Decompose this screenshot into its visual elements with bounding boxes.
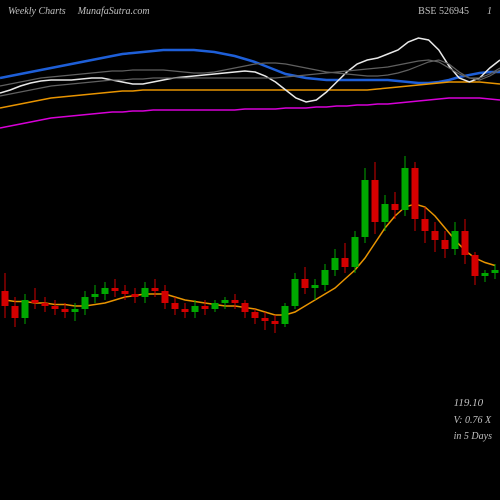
info-box: 119.10 V: 0.76 X in 5 Days: [454, 395, 492, 445]
last-price: 119.10: [454, 395, 492, 413]
ticker-label: BSE 526945: [418, 6, 469, 17]
page-number: 1: [487, 6, 492, 17]
chart-header: Weekly Charts MunafaSutra.com BSE 526945…: [8, 6, 492, 17]
indicator-panel: [0, 20, 500, 140]
chart-title: Weekly Charts: [8, 6, 66, 17]
price-panel: [0, 150, 500, 390]
volume-label: V: 0.76 X: [454, 413, 492, 429]
period-label: in 5 Days: [454, 429, 492, 445]
chart-source: MunafaSutra.com: [78, 6, 150, 17]
